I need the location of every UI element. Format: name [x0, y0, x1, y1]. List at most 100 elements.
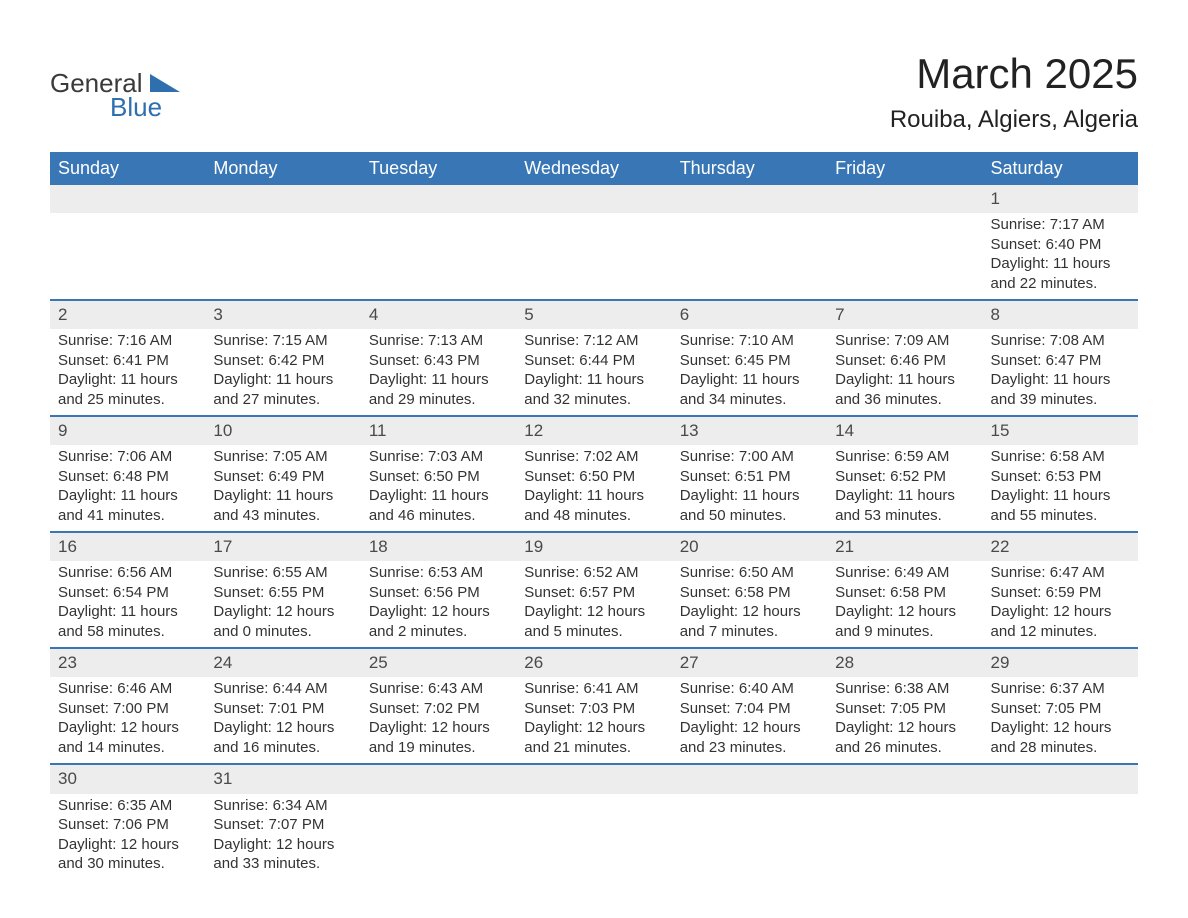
day-details: Sunrise: 7:16 AMSunset: 6:41 PMDaylight:…	[50, 329, 205, 415]
day-sunset: Sunset: 6:41 PM	[58, 351, 197, 371]
day-sunset: Sunset: 6:48 PM	[58, 467, 197, 487]
day-number	[205, 185, 360, 213]
day-sunrise: Sunrise: 6:41 AM	[524, 679, 663, 699]
day-details: Sunrise: 6:58 AMSunset: 6:53 PMDaylight:…	[983, 445, 1138, 531]
calendar-cell: 25Sunrise: 6:43 AMSunset: 7:02 PMDayligh…	[361, 648, 516, 764]
day-dl2: and 27 minutes.	[213, 390, 352, 410]
day-dl1: Daylight: 12 hours	[524, 602, 663, 622]
brand-logo: General Blue	[50, 50, 210, 130]
day-sunset: Sunset: 6:50 PM	[524, 467, 663, 487]
day-sunrise: Sunrise: 6:59 AM	[835, 447, 974, 467]
calendar-table: Sunday Monday Tuesday Wednesday Thursday…	[50, 152, 1138, 880]
day-details: Sunrise: 7:06 AMSunset: 6:48 PMDaylight:…	[50, 445, 205, 531]
day-number: 31	[205, 765, 360, 793]
day-number: 18	[361, 533, 516, 561]
calendar-week-row: 1Sunrise: 7:17 AMSunset: 6:40 PMDaylight…	[50, 185, 1138, 300]
calendar-cell	[672, 764, 827, 879]
col-saturday: Saturday	[983, 152, 1138, 185]
day-number: 20	[672, 533, 827, 561]
day-sunset: Sunset: 6:46 PM	[835, 351, 974, 371]
calendar-cell: 23Sunrise: 6:46 AMSunset: 7:00 PMDayligh…	[50, 648, 205, 764]
day-number: 27	[672, 649, 827, 677]
day-sunset: Sunset: 6:51 PM	[680, 467, 819, 487]
day-dl1: Daylight: 11 hours	[680, 486, 819, 506]
col-thursday: Thursday	[672, 152, 827, 185]
day-details: Sunrise: 6:35 AMSunset: 7:06 PMDaylight:…	[50, 794, 205, 880]
day-number: 24	[205, 649, 360, 677]
day-number: 7	[827, 301, 982, 329]
day-sunset: Sunset: 6:55 PM	[213, 583, 352, 603]
day-sunset: Sunset: 6:59 PM	[991, 583, 1130, 603]
calendar-cell: 16Sunrise: 6:56 AMSunset: 6:54 PMDayligh…	[50, 532, 205, 648]
logo-triangle-icon	[150, 74, 180, 92]
day-details	[672, 213, 827, 285]
day-dl2: and 48 minutes.	[524, 506, 663, 526]
day-sunrise: Sunrise: 7:00 AM	[680, 447, 819, 467]
day-dl1: Daylight: 12 hours	[213, 602, 352, 622]
day-sunrise: Sunrise: 6:40 AM	[680, 679, 819, 699]
day-dl2: and 7 minutes.	[680, 622, 819, 642]
day-number: 9	[50, 417, 205, 445]
day-sunrise: Sunrise: 7:02 AM	[524, 447, 663, 467]
calendar-week-row: 30Sunrise: 6:35 AMSunset: 7:06 PMDayligh…	[50, 764, 1138, 879]
day-dl1: Daylight: 11 hours	[369, 370, 508, 390]
day-sunset: Sunset: 7:06 PM	[58, 815, 197, 835]
day-details: Sunrise: 7:13 AMSunset: 6:43 PMDaylight:…	[361, 329, 516, 415]
day-details: Sunrise: 6:47 AMSunset: 6:59 PMDaylight:…	[983, 561, 1138, 647]
day-dl1: Daylight: 11 hours	[524, 370, 663, 390]
day-dl2: and 39 minutes.	[991, 390, 1130, 410]
day-sunset: Sunset: 7:07 PM	[213, 815, 352, 835]
day-number: 11	[361, 417, 516, 445]
day-number	[827, 185, 982, 213]
calendar-cell: 7Sunrise: 7:09 AMSunset: 6:46 PMDaylight…	[827, 300, 982, 416]
day-number	[516, 765, 671, 793]
day-sunset: Sunset: 6:49 PM	[213, 467, 352, 487]
day-sunrise: Sunrise: 6:46 AM	[58, 679, 197, 699]
day-details: Sunrise: 6:46 AMSunset: 7:00 PMDaylight:…	[50, 677, 205, 763]
day-dl2: and 29 minutes.	[369, 390, 508, 410]
day-dl1: Daylight: 11 hours	[58, 370, 197, 390]
day-details: Sunrise: 6:34 AMSunset: 7:07 PMDaylight:…	[205, 794, 360, 880]
calendar-cell: 4Sunrise: 7:13 AMSunset: 6:43 PMDaylight…	[361, 300, 516, 416]
day-dl2: and 26 minutes.	[835, 738, 974, 758]
day-details	[827, 794, 982, 866]
day-details: Sunrise: 6:44 AMSunset: 7:01 PMDaylight:…	[205, 677, 360, 763]
day-dl2: and 5 minutes.	[524, 622, 663, 642]
calendar-cell: 9Sunrise: 7:06 AMSunset: 6:48 PMDaylight…	[50, 416, 205, 532]
day-dl2: and 58 minutes.	[58, 622, 197, 642]
col-friday: Friday	[827, 152, 982, 185]
day-dl2: and 34 minutes.	[680, 390, 819, 410]
day-dl2: and 0 minutes.	[213, 622, 352, 642]
day-number: 14	[827, 417, 982, 445]
calendar-cell: 14Sunrise: 6:59 AMSunset: 6:52 PMDayligh…	[827, 416, 982, 532]
day-sunset: Sunset: 6:43 PM	[369, 351, 508, 371]
day-sunrise: Sunrise: 6:34 AM	[213, 796, 352, 816]
day-sunrise: Sunrise: 6:37 AM	[991, 679, 1130, 699]
day-details: Sunrise: 7:12 AMSunset: 6:44 PMDaylight:…	[516, 329, 671, 415]
day-sunset: Sunset: 6:44 PM	[524, 351, 663, 371]
calendar-cell	[516, 185, 671, 300]
day-details: Sunrise: 6:50 AMSunset: 6:58 PMDaylight:…	[672, 561, 827, 647]
calendar-cell	[516, 764, 671, 879]
day-details	[361, 794, 516, 866]
day-dl1: Daylight: 11 hours	[369, 486, 508, 506]
day-sunset: Sunset: 7:02 PM	[369, 699, 508, 719]
calendar-body: 1Sunrise: 7:17 AMSunset: 6:40 PMDaylight…	[50, 185, 1138, 880]
day-dl1: Daylight: 11 hours	[213, 370, 352, 390]
day-dl2: and 41 minutes.	[58, 506, 197, 526]
day-sunset: Sunset: 6:54 PM	[58, 583, 197, 603]
calendar-cell: 18Sunrise: 6:53 AMSunset: 6:56 PMDayligh…	[361, 532, 516, 648]
day-details: Sunrise: 7:00 AMSunset: 6:51 PMDaylight:…	[672, 445, 827, 531]
day-details: Sunrise: 6:38 AMSunset: 7:05 PMDaylight:…	[827, 677, 982, 763]
calendar-cell	[361, 764, 516, 879]
day-number: 12	[516, 417, 671, 445]
day-details: Sunrise: 7:03 AMSunset: 6:50 PMDaylight:…	[361, 445, 516, 531]
calendar-week-row: 2Sunrise: 7:16 AMSunset: 6:41 PMDaylight…	[50, 300, 1138, 416]
calendar-cell: 19Sunrise: 6:52 AMSunset: 6:57 PMDayligh…	[516, 532, 671, 648]
day-dl2: and 21 minutes.	[524, 738, 663, 758]
day-details	[516, 794, 671, 866]
day-sunrise: Sunrise: 6:53 AM	[369, 563, 508, 583]
day-sunrise: Sunrise: 7:13 AM	[369, 331, 508, 351]
day-sunrise: Sunrise: 7:12 AM	[524, 331, 663, 351]
day-number: 8	[983, 301, 1138, 329]
